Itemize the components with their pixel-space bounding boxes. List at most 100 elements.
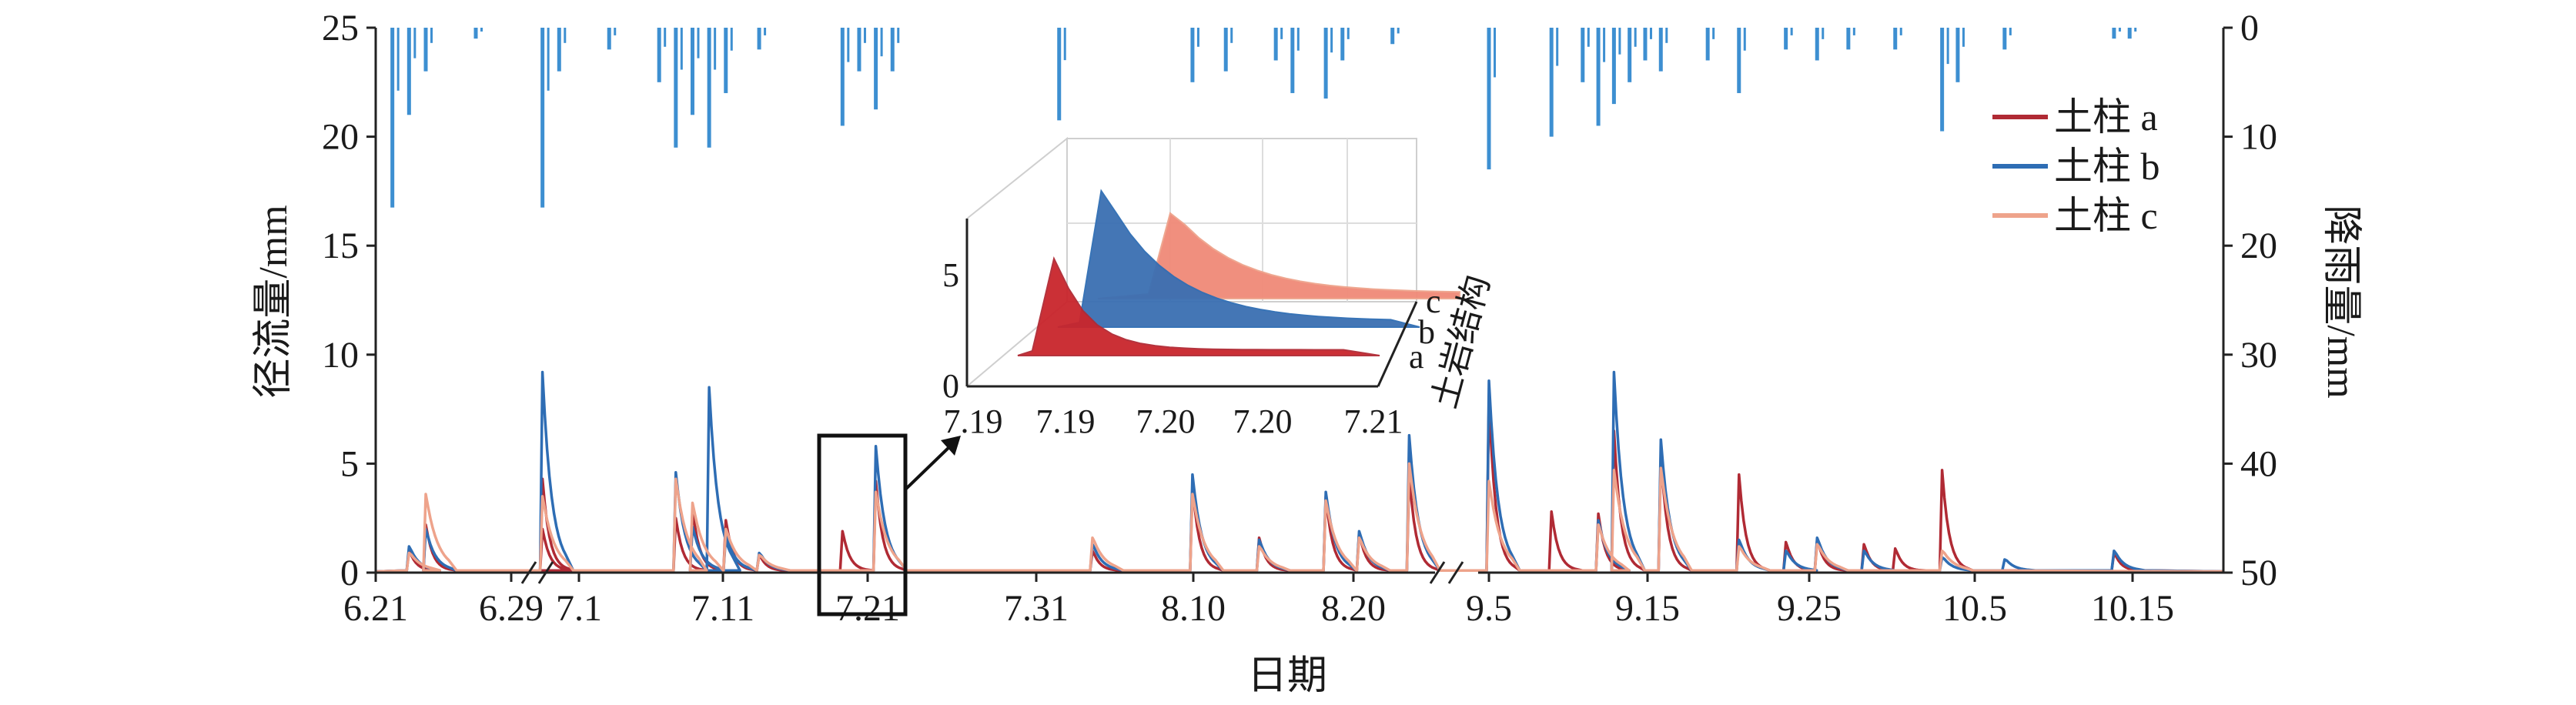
rainfall-bar (1487, 28, 1491, 170)
rainfall-bar (680, 28, 683, 70)
rainfall-bar (430, 28, 433, 43)
legend-label: 土柱 a (2054, 95, 2158, 139)
rainfall-bar (1323, 28, 1328, 99)
rainfall-bar (1223, 28, 1228, 72)
rainfall-bar (874, 28, 878, 110)
rainfall-bar (1063, 28, 1066, 61)
inset-y-tick-label: 5 (942, 256, 959, 294)
rainfall-bar (564, 28, 567, 43)
rainfall-bar (714, 28, 717, 70)
rainfall-bar (1790, 28, 1793, 35)
y2-axis-title: 降雨量/mm (2319, 205, 2363, 398)
rainfall-bar (614, 28, 617, 35)
rainfall-bar (1494, 28, 1496, 78)
axis-break-mark (1447, 561, 1464, 584)
rainfall-bar (2002, 28, 2007, 50)
rainfall-bar (1549, 28, 1554, 137)
rainfall-bar (1230, 28, 1233, 43)
legend-label: 土柱 c (2054, 194, 2158, 237)
rainfall-bar (1634, 28, 1637, 47)
rainfall-bar (1603, 28, 1606, 62)
x-tick-label: 7.1 (556, 588, 602, 629)
rainfall-bar (2118, 28, 2121, 32)
rainfall-bar (697, 28, 700, 58)
rainfall-bar (1190, 28, 1195, 82)
x-tick-label: 9.25 (1777, 588, 1842, 629)
inset-y-tick-label: 0 (942, 367, 959, 405)
rainfall-bar (1705, 28, 1710, 61)
rainfall-bar (2127, 28, 2132, 39)
rainfall-bar (1628, 28, 1632, 82)
inset-x-tick-label: 7.20 (1136, 403, 1196, 440)
x-tick-label: 9.15 (1615, 588, 1680, 629)
rainfall-bar (547, 28, 550, 91)
rainfall-bar (1815, 28, 1819, 61)
rainfall-bar (1280, 28, 1283, 39)
rainfall-bar (1196, 28, 1199, 47)
inset-depth-tick-label: b (1418, 313, 1435, 351)
rainfall-bar (1290, 28, 1295, 93)
y-tick-label: 0 (340, 553, 359, 593)
rainfall-bar (730, 28, 733, 51)
y2-tick-label: 50 (2240, 553, 2277, 593)
rainfall-bar (1390, 28, 1395, 45)
rainfall-bar (847, 28, 850, 62)
inset-x-tick-label: 7.20 (1233, 403, 1293, 440)
inset-depth-tick-label: a (1409, 338, 1424, 376)
inset-area-b (1057, 189, 1420, 328)
inset-depth-tick-label: c (1426, 282, 1441, 320)
rainfall-bar (2134, 28, 2137, 32)
zoom-arrow-head (941, 436, 961, 456)
rainfall-bar (1940, 28, 1945, 132)
rainfall-bar (1347, 28, 1350, 39)
rainfall-bar (1618, 28, 1621, 55)
rainfall-bar (880, 28, 883, 57)
rainfall-bar (1743, 28, 1746, 51)
series-line-土柱-a (375, 396, 2224, 573)
x-tick-label: 10.5 (1942, 588, 2007, 629)
rainfall-bar (540, 28, 545, 208)
rainfall-bar (607, 28, 611, 50)
x-tick-label: 7.11 (691, 588, 754, 629)
rainfall-bar (1556, 28, 1559, 66)
rainfall-bar (1846, 28, 1851, 50)
inset-x-tick-label: 7.21 (1344, 403, 1403, 440)
axis-break-mark (520, 561, 537, 584)
rainfall-bar (1649, 28, 1652, 39)
rainfall-bar (1852, 28, 1855, 35)
inset-x-tick-label: 7.19 (1036, 403, 1096, 440)
rainfall-bar (406, 28, 411, 115)
rainfall-bar (413, 28, 417, 58)
y-tick-label: 10 (322, 335, 359, 376)
rainfall-bar (396, 28, 400, 91)
rainfall-bar (1899, 28, 1902, 35)
y-tick-label: 25 (322, 8, 359, 48)
rainfall-bar (1822, 28, 1825, 39)
rainfall-bar (480, 28, 483, 32)
rainfall-bar (674, 28, 678, 148)
rainfall-bar (757, 28, 761, 50)
rainfall-bar (1273, 28, 1278, 61)
highlight-box (817, 433, 961, 616)
rainfall-bar (840, 28, 845, 126)
y2-tick-label: 20 (2240, 226, 2277, 266)
rainfall-bar (1611, 28, 1616, 105)
rainfall-bar (690, 28, 694, 115)
x-tick-label: 10.15 (2091, 588, 2174, 629)
x-tick-label: 8.20 (1321, 588, 1386, 629)
rainfall-bar (2009, 28, 2012, 35)
y2-tick-label: 0 (2240, 8, 2259, 48)
rainfall-bar (857, 28, 861, 72)
zoom-arrow-line (904, 443, 953, 491)
y2-tick-label: 40 (2240, 443, 2277, 484)
rainfall-bar (1893, 28, 1898, 50)
y-tick-label: 15 (322, 226, 359, 266)
rainfall-bar (863, 28, 866, 43)
x-axis-title: 日期 (1247, 654, 1327, 698)
rainfall-bar (1330, 28, 1333, 53)
x-tick-label: 6.29 (479, 588, 544, 629)
legend: 土柱 a 土柱 b 土柱 c (1992, 95, 2160, 237)
axis-break-mark (1429, 561, 1446, 584)
